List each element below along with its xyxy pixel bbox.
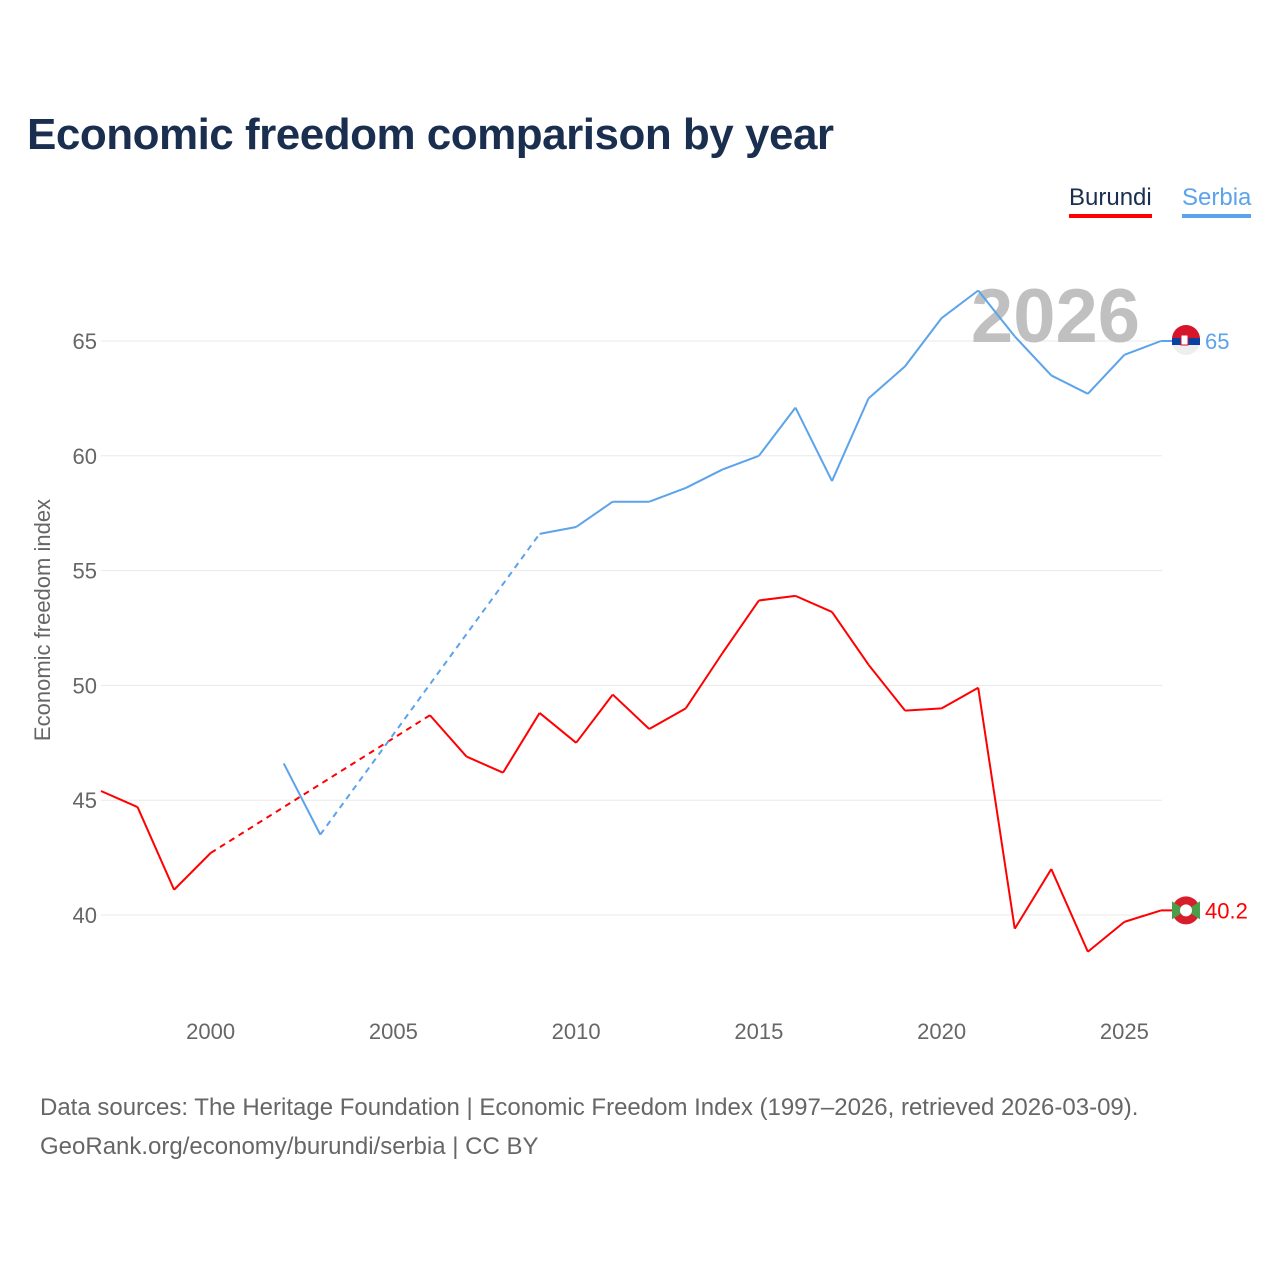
line-segment-serbia (648, 487, 687, 503)
line-segment-serbia (977, 289, 1016, 338)
gap-segment-burundi (210, 714, 431, 854)
line-segment-serbia (758, 406, 797, 457)
line-segment-burundi (429, 714, 468, 758)
footer: Data sources: The Heritage Foundation | … (40, 1088, 1138, 1166)
line-segment-serbia (1014, 335, 1053, 377)
year-watermark: 2026 (971, 274, 1140, 359)
line-segment-burundi (1124, 909, 1162, 923)
serbia-end-value: 65 (1205, 329, 1229, 354)
line-segment-burundi (795, 594, 833, 613)
line-segment-burundi (1013, 868, 1053, 930)
burundi-flag-icon (1160, 896, 1200, 925)
serbia-flag-icon (1160, 325, 1200, 355)
line-segment-serbia (941, 289, 979, 319)
line-segment-burundi (136, 806, 176, 891)
line-segment-burundi (538, 712, 577, 744)
line-segment-serbia (831, 397, 870, 482)
line-segment-burundi (831, 611, 870, 666)
x-tick-label: 2005 (369, 1019, 418, 1044)
line-segment-serbia (1124, 340, 1162, 356)
line-segment-burundi (867, 664, 906, 712)
chart-title: Economic freedom comparison by year (27, 110, 834, 159)
line-segment-burundi (905, 707, 942, 712)
line-segment-burundi (977, 687, 1016, 929)
line-segment-serbia (867, 365, 906, 400)
y-tick-label: 55 (73, 559, 97, 584)
y-tick-label: 45 (73, 788, 97, 813)
y-tick-label: 65 (73, 329, 97, 354)
line-segment-burundi (684, 652, 724, 709)
gap-segment-serbia (319, 533, 541, 836)
x-tick-label: 2025 (1100, 1019, 1149, 1044)
line-segment-burundi (575, 693, 614, 744)
line-segment-burundi (502, 712, 541, 774)
line-segment-burundi (173, 852, 212, 891)
line-segment-burundi (721, 599, 760, 654)
x-tick-label: 2010 (552, 1019, 601, 1044)
line-segment-burundi (100, 790, 138, 809)
y-tick-label: 40 (73, 903, 97, 928)
x-tick-label: 2020 (917, 1019, 966, 1044)
line-segment-burundi (612, 693, 650, 730)
line-segment-serbia (282, 763, 322, 836)
line-segment-serbia (575, 500, 614, 528)
line-segment-burundi (941, 686, 979, 710)
legend-burundi[interactable]: Burundi (1069, 184, 1152, 218)
line-segment-serbia (794, 407, 833, 482)
line-segment-serbia (539, 525, 577, 535)
line-segment-serbia (721, 454, 760, 471)
line-segment-serbia (1050, 374, 1089, 395)
line-segment-burundi (1050, 868, 1089, 953)
line-segment-serbia (1087, 354, 1126, 395)
legend-serbia[interactable]: Serbia (1182, 184, 1252, 218)
source-link[interactable]: GeoRank.org/economy/burundi/serbia | CC … (40, 1133, 539, 1160)
x-tick-label: 2000 (186, 1019, 235, 1044)
y-tick-label: 50 (73, 673, 97, 698)
line-segment-burundi (758, 594, 796, 602)
source-text: Data sources: The Heritage Foundation | … (40, 1094, 1139, 1121)
y-tick-label: 60 (73, 444, 97, 469)
line-segment-serbia (685, 468, 723, 489)
line-segment-burundi (648, 707, 687, 730)
line-segment-burundi (1087, 921, 1126, 953)
x-tick-label: 2015 (734, 1019, 783, 1044)
line-segment-serbia (904, 317, 943, 367)
line-segment-burundi (466, 755, 504, 774)
burundi-end-value: 40.2 (1205, 898, 1248, 923)
y-axis-label: Economic freedom index (30, 499, 55, 741)
